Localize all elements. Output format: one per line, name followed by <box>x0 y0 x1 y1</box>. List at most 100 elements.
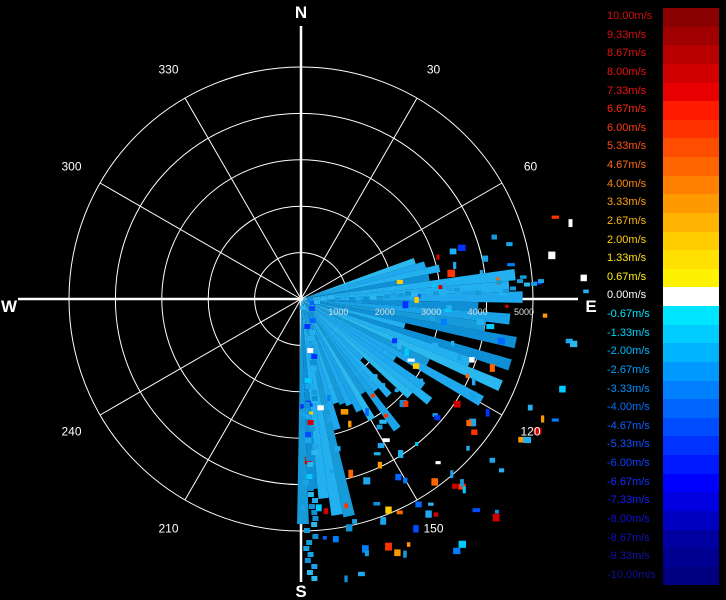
echo-gate <box>469 418 477 427</box>
echo-gate <box>434 415 441 421</box>
legend-label: -4.67m/s <box>607 419 650 432</box>
legend-swatch <box>663 380 719 400</box>
legend-entry: -8.00m/s <box>607 510 719 530</box>
legend-swatch <box>663 194 719 213</box>
echo-gate <box>377 443 385 449</box>
echo-sector <box>302 269 516 299</box>
echo-gate <box>377 296 383 301</box>
echo-gate <box>305 384 312 389</box>
legend-entry: -10.00m/s <box>607 566 719 586</box>
echo-gate <box>311 390 318 395</box>
echo-gate <box>323 508 329 515</box>
echo-gate <box>321 296 327 301</box>
echo-sector <box>302 300 401 432</box>
legend-swatch <box>663 510 719 530</box>
echo-gate <box>499 292 507 297</box>
echo-gate <box>405 291 411 296</box>
echo-gate <box>527 404 533 411</box>
echo-gate <box>415 442 419 446</box>
echo-gate <box>308 504 315 509</box>
echo-gate <box>383 413 389 418</box>
echo-gate <box>533 427 542 435</box>
echo-gate <box>447 269 456 278</box>
legend-swatch <box>663 566 719 586</box>
echo-gate <box>362 545 369 553</box>
echo-gate <box>305 438 312 443</box>
legend-label: -7.33m/s <box>607 494 650 507</box>
echo-gate <box>492 513 500 522</box>
angle-label: 30 <box>427 63 441 77</box>
echo-gate <box>454 287 460 292</box>
legend-label: -2.67m/s <box>607 363 650 376</box>
echo-gate <box>312 498 319 503</box>
echo-gate <box>551 418 559 422</box>
echo-sector <box>302 261 426 299</box>
echo-gate <box>403 550 407 558</box>
echo-gate <box>311 522 318 527</box>
echo-gate <box>303 546 310 551</box>
echo-gate <box>309 318 316 323</box>
echo-gate <box>381 383 386 390</box>
echo-gate <box>310 366 317 371</box>
legend-entry: -6.67m/s <box>607 473 719 493</box>
legend-swatch <box>663 529 719 549</box>
legend-label: -5.33m/s <box>607 438 650 451</box>
legend-label: -6.67m/s <box>607 475 650 488</box>
echo-gate <box>466 419 472 427</box>
legend-entry: -2.00m/s <box>607 343 719 362</box>
echo-gate <box>304 558 311 563</box>
echo-gate <box>305 342 312 347</box>
echo-gate <box>489 364 495 372</box>
legend-label: -6.00m/s <box>607 457 650 469</box>
echo-gate <box>303 408 310 413</box>
legend-entry: 7.33m/s <box>607 82 719 102</box>
azimuth-spoke <box>300 97 418 300</box>
echo-sector <box>302 299 503 391</box>
legend-swatch <box>663 101 719 120</box>
echo-gate <box>485 408 490 417</box>
azimuth-spoke <box>99 298 302 416</box>
echo-sector <box>302 299 484 406</box>
echo-gate <box>303 528 310 533</box>
legend-entry: -0.67m/s <box>607 306 719 325</box>
angle-label: 120 <box>520 425 540 439</box>
echo-gate <box>307 492 314 497</box>
echo-gate <box>465 373 469 379</box>
echo-gate <box>461 290 467 295</box>
echo-gate <box>311 354 318 359</box>
echo-gate <box>382 438 390 443</box>
legend-swatch <box>663 399 719 418</box>
echo-gate <box>306 540 313 545</box>
echo-gate <box>457 244 466 251</box>
echo-gate <box>471 378 476 386</box>
echo-gate <box>479 270 484 275</box>
legend-swatch <box>663 417 719 437</box>
echo-gate <box>426 293 432 298</box>
echo-gate <box>403 400 409 407</box>
echo-gate <box>299 411 305 417</box>
echo-gate <box>309 300 316 305</box>
north-label: N <box>295 3 307 22</box>
angle-labels: 30 60 120 150 210 240 300 330 <box>61 63 540 536</box>
legend-swatch <box>663 63 719 83</box>
echo-gate <box>309 372 316 377</box>
echo-gate <box>397 342 402 350</box>
echo-gate <box>496 280 502 285</box>
echo-gate <box>383 350 388 355</box>
echo-sector <box>302 280 510 299</box>
legend-entry: 0.00m/s <box>607 287 719 306</box>
legend-swatch <box>663 473 719 493</box>
echo-gate <box>453 547 461 555</box>
echo-gate <box>307 336 314 341</box>
echo-gate <box>365 408 369 416</box>
echo-gate <box>373 452 381 456</box>
echo-gate <box>412 292 418 297</box>
echo-sector <box>302 300 433 405</box>
legend-entry: -6.00m/s <box>607 455 719 474</box>
echo-gate <box>440 291 446 296</box>
echo-gate <box>458 483 466 490</box>
legend-label: 2.67m/s <box>607 214 647 227</box>
legend-entry: -7.33m/s <box>607 492 719 511</box>
echo-sector <box>302 299 406 329</box>
echo-sector <box>302 299 479 312</box>
